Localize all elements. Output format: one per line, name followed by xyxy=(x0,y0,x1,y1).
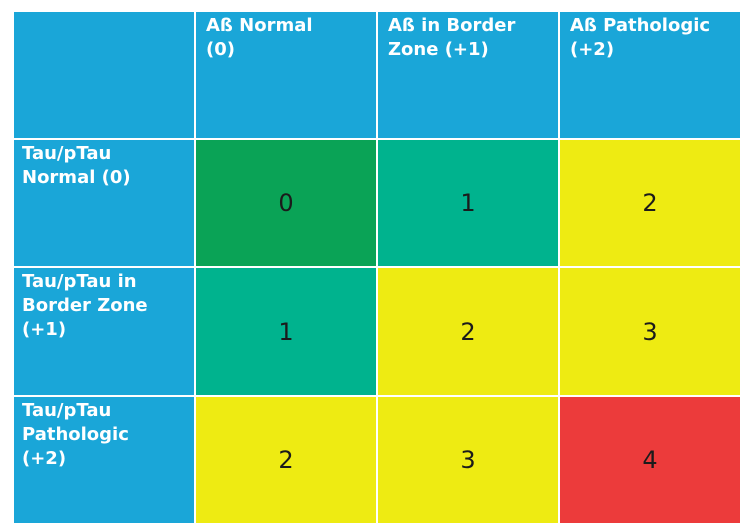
score-cell: 2 xyxy=(196,397,376,523)
row-header-tau-normal: Tau/pTau Normal (0) xyxy=(14,140,194,266)
row-header-tau-border-zone: Tau/pTau in Border Zone (+1) xyxy=(14,268,194,395)
column-header-ab-pathologic: Aß Pathologic (+2) xyxy=(560,12,740,138)
score-cell: 3 xyxy=(378,397,558,523)
score-cell: 0 xyxy=(196,140,376,266)
score-cell: 4 xyxy=(560,397,740,523)
row-header-tau-pathologic: Tau/pTau Pathologic (+2) xyxy=(14,397,194,523)
score-matrix: Aß Normal (0) Aß in Border Zone (+1) Aß … xyxy=(14,12,740,523)
score-cell: 2 xyxy=(378,268,558,395)
score-cell: 1 xyxy=(196,268,376,395)
column-header-ab-border-zone: Aß in Border Zone (+1) xyxy=(378,12,558,138)
corner-cell xyxy=(14,12,194,138)
score-cell: 3 xyxy=(560,268,740,395)
column-header-ab-normal: Aß Normal (0) xyxy=(196,12,376,138)
score-cell: 2 xyxy=(560,140,740,266)
score-cell: 1 xyxy=(378,140,558,266)
